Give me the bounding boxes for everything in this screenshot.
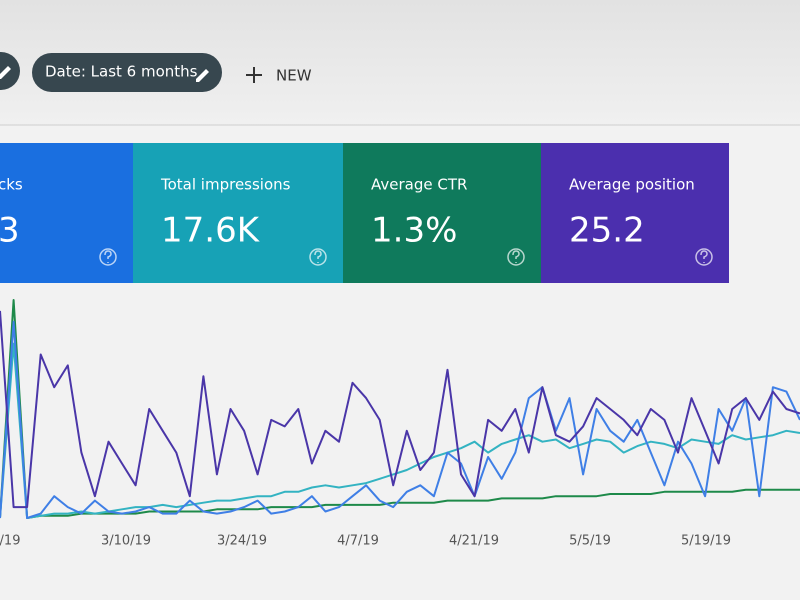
x-axis-label: 4/7/19 bbox=[337, 534, 379, 549]
metric-value: 17.6K bbox=[161, 211, 261, 251]
date-filter-chip[interactable] bbox=[32, 53, 222, 92]
series-line bbox=[0, 320, 800, 519]
new-button-label: NEW bbox=[276, 67, 312, 85]
card-background bbox=[0, 143, 133, 283]
series-line bbox=[0, 310, 800, 509]
pencil-icon bbox=[0, 66, 11, 79]
metric-label: Total impressions bbox=[160, 176, 291, 194]
metric-value: 25.2 bbox=[569, 211, 645, 251]
help-glyph bbox=[314, 250, 322, 263]
x-axis-label: /19 bbox=[0, 534, 20, 549]
help-icon[interactable] bbox=[507, 248, 525, 266]
x-axis-label: 5/5/19 bbox=[569, 534, 611, 549]
series-line bbox=[0, 299, 800, 519]
card-background bbox=[541, 143, 729, 283]
help-icon[interactable] bbox=[309, 248, 327, 266]
card-background bbox=[133, 143, 343, 283]
x-axis-label: 5/19/19 bbox=[681, 534, 731, 549]
plus-icon bbox=[246, 67, 262, 83]
help-glyph bbox=[104, 250, 112, 263]
metric-value: 3 bbox=[0, 211, 20, 251]
help-icon[interactable] bbox=[99, 248, 117, 266]
x-axis-label: 3/24/19 bbox=[217, 534, 267, 549]
metric-label: Average position bbox=[569, 176, 695, 194]
metric-value: 1.3% bbox=[371, 211, 457, 251]
x-axis-label: 3/10/19 bbox=[101, 534, 151, 549]
date-filter-label: Date: Last 6 months bbox=[45, 63, 198, 81]
metric-label: Average CTR bbox=[371, 176, 467, 194]
help-icon[interactable] bbox=[695, 248, 713, 266]
series-line bbox=[0, 342, 800, 519]
x-axis-label: 4/21/19 bbox=[449, 534, 499, 549]
performance-chart: /19 3/10/19 3/24/19 4/7/19 4/21/19 5/5/19 5/19… bbox=[0, 299, 800, 549]
edit-chip[interactable] bbox=[0, 52, 20, 90]
help-glyph bbox=[512, 250, 520, 263]
pencil-icon bbox=[196, 69, 209, 82]
help-glyph bbox=[700, 250, 708, 263]
metric-card[interactable]: Total impressions 17.6K bbox=[133, 143, 343, 283]
metric-card[interactable]: cks 3 bbox=[0, 143, 133, 283]
metric-cards: cks 3 Total impressions 17.6K Average CTR 1.3… bbox=[0, 143, 729, 283]
metric-label: cks bbox=[0, 176, 23, 194]
new-button[interactable]: NEW bbox=[246, 67, 312, 85]
metric-card[interactable]: Average position 25.2 bbox=[541, 143, 729, 283]
metric-card[interactable]: Average CTR 1.3% bbox=[343, 143, 541, 283]
